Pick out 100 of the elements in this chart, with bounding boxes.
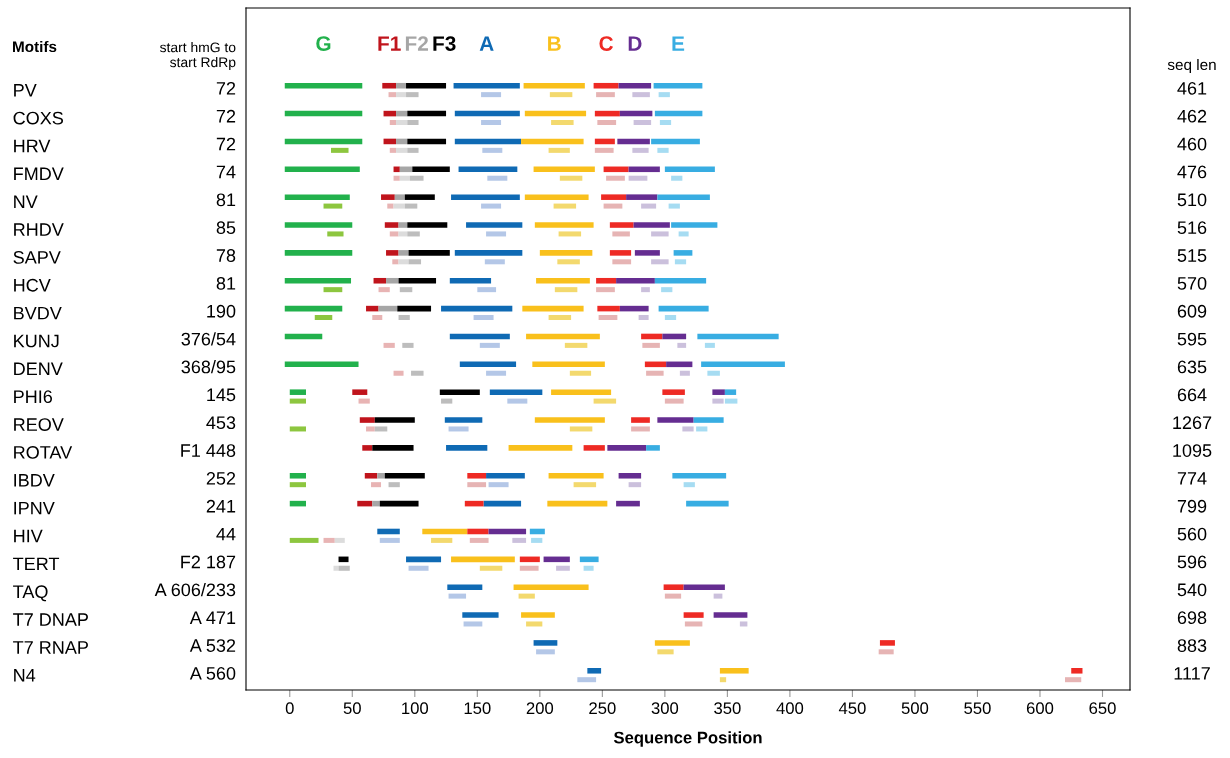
series-label: G bbox=[316, 36, 331, 51]
bar bbox=[393, 370, 404, 376]
text: 799 bbox=[1177, 499, 1207, 513]
bar bbox=[448, 593, 467, 599]
bar bbox=[393, 175, 400, 181]
bar bbox=[674, 259, 687, 265]
y-tick-label: HIV bbox=[14, 529, 43, 543]
bar bbox=[601, 194, 627, 200]
bar bbox=[441, 398, 453, 404]
bar bbox=[646, 445, 660, 451]
bar bbox=[338, 565, 350, 571]
bar bbox=[366, 426, 375, 432]
text: 453 bbox=[206, 416, 236, 430]
bar bbox=[641, 203, 657, 209]
bar bbox=[683, 482, 695, 488]
bar bbox=[697, 333, 779, 340]
bar bbox=[388, 482, 400, 488]
bar bbox=[633, 222, 670, 228]
bar bbox=[407, 120, 419, 126]
bar bbox=[384, 472, 425, 479]
x-axis-title: Sequence Position bbox=[613, 731, 762, 747]
bar bbox=[411, 370, 424, 376]
bar bbox=[686, 500, 729, 507]
bar bbox=[713, 593, 723, 599]
bar bbox=[548, 315, 572, 321]
text: F1 448 bbox=[181, 444, 236, 457]
y-tick-label: HCV bbox=[14, 278, 51, 292]
bar bbox=[653, 82, 703, 89]
series-label: C bbox=[599, 36, 614, 51]
bar bbox=[878, 649, 894, 655]
bar bbox=[373, 277, 387, 284]
bar bbox=[594, 138, 615, 145]
bar bbox=[548, 472, 604, 479]
bar bbox=[597, 120, 617, 126]
bar bbox=[372, 445, 414, 451]
text: A 560 bbox=[189, 667, 236, 680]
bar bbox=[1071, 667, 1083, 674]
bar bbox=[617, 138, 650, 145]
text: A 471 bbox=[189, 611, 236, 624]
text: 74 bbox=[216, 165, 236, 179]
bar bbox=[671, 222, 718, 228]
bar bbox=[364, 472, 378, 479]
bar bbox=[407, 110, 447, 117]
text: 570 bbox=[1177, 276, 1207, 290]
bar bbox=[536, 649, 555, 655]
bar bbox=[554, 287, 578, 293]
bar bbox=[616, 500, 640, 507]
series-label: A bbox=[479, 36, 494, 51]
bar bbox=[374, 426, 388, 432]
text: 516 bbox=[1177, 221, 1207, 235]
bar bbox=[724, 398, 738, 404]
bar bbox=[366, 305, 379, 312]
text: 72 bbox=[216, 137, 236, 151]
bar bbox=[526, 333, 600, 340]
bar bbox=[469, 537, 489, 543]
x-tick-label: 100 bbox=[402, 702, 429, 715]
bar bbox=[431, 537, 453, 543]
bar bbox=[386, 277, 399, 284]
y-tick-label: RHDV bbox=[14, 223, 64, 236]
y-tick-label: N4 bbox=[14, 669, 36, 682]
bar bbox=[398, 277, 437, 284]
bar bbox=[284, 277, 352, 284]
bar bbox=[486, 231, 507, 237]
text: 1117 bbox=[1174, 667, 1210, 680]
bar bbox=[398, 222, 408, 228]
text: Motifs bbox=[13, 40, 57, 53]
bar bbox=[569, 426, 593, 432]
bar bbox=[657, 417, 694, 423]
bar bbox=[658, 92, 670, 98]
bar bbox=[289, 537, 319, 543]
y-tick-label: T7 DNAP bbox=[13, 613, 88, 626]
y-tick-label: COXS bbox=[13, 111, 64, 125]
bar bbox=[654, 640, 690, 646]
bar bbox=[609, 250, 632, 256]
y-tick-label: IPNV bbox=[14, 501, 55, 515]
bar bbox=[397, 305, 432, 312]
text: 241 bbox=[206, 499, 236, 513]
y-tick-label: HRV bbox=[14, 139, 51, 153]
bar bbox=[664, 315, 677, 321]
bar bbox=[477, 287, 497, 293]
bar bbox=[603, 166, 629, 173]
text: 81 bbox=[216, 193, 236, 207]
bar bbox=[594, 110, 620, 117]
bar bbox=[284, 166, 360, 173]
text: 664 bbox=[1177, 388, 1207, 402]
bar bbox=[677, 342, 687, 348]
bar bbox=[386, 250, 399, 256]
bar bbox=[631, 417, 650, 423]
text: 774 bbox=[1177, 472, 1207, 485]
bar bbox=[662, 333, 687, 340]
x-tick-label: 550 bbox=[964, 702, 991, 715]
bar bbox=[673, 250, 693, 256]
bar bbox=[323, 203, 343, 209]
bar bbox=[406, 82, 447, 89]
text: 72 bbox=[216, 81, 236, 95]
bar bbox=[289, 389, 307, 395]
bar bbox=[454, 110, 520, 117]
bar bbox=[396, 82, 407, 89]
bar bbox=[551, 120, 574, 126]
bar bbox=[536, 277, 590, 284]
